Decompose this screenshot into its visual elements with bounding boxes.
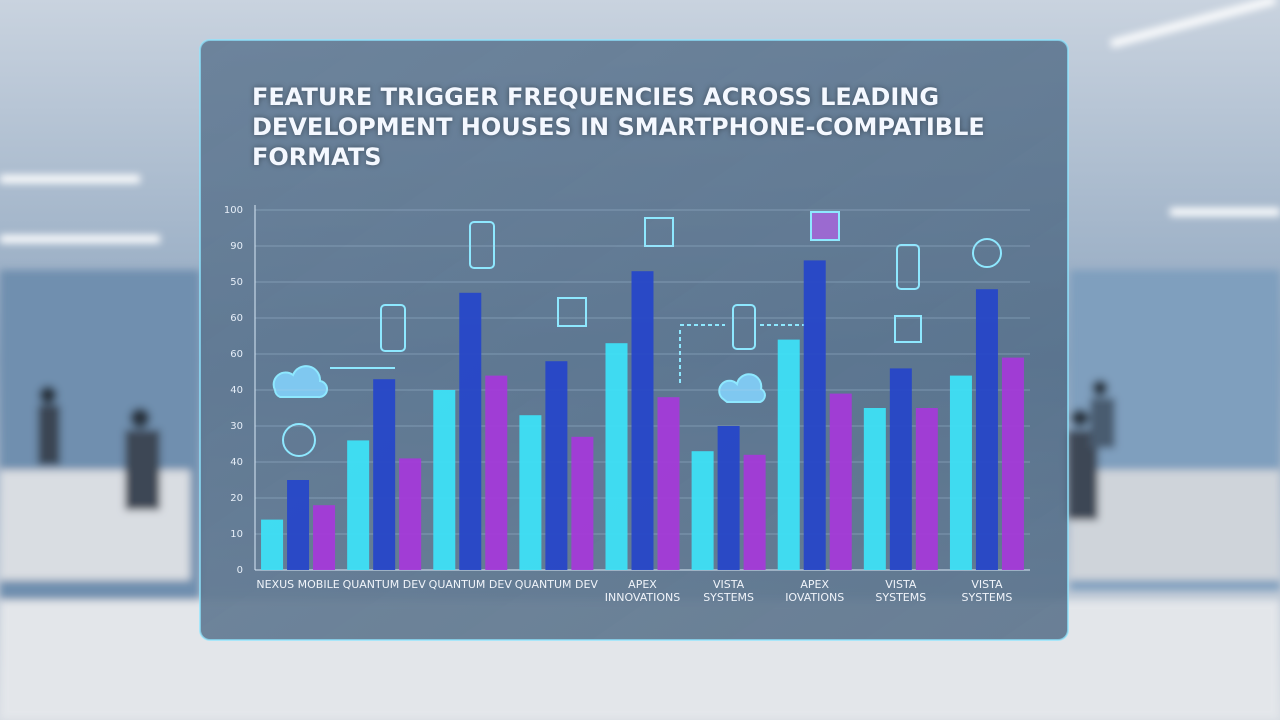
bar: [915, 408, 938, 570]
bar: [691, 451, 714, 570]
decorative-icons: [272, 211, 1002, 457]
bar: [631, 271, 654, 570]
y-tick-label: 60: [230, 349, 243, 360]
bar: [519, 415, 542, 570]
x-tick-label: APEX INNOVATIONS: [604, 578, 681, 604]
x-tick-label: NEXUS MOBILE: [256, 578, 340, 591]
bar: [485, 375, 508, 570]
bar: [717, 426, 740, 570]
x-tick-label: VISTA SYSTEMS: [961, 578, 1013, 604]
y-tick-label: 10: [230, 529, 243, 540]
y-tick-label: 50: [230, 277, 243, 288]
bar: [261, 519, 284, 570]
bar: [373, 379, 396, 570]
bar: [545, 361, 568, 570]
x-tick-label: VISTA SYSTEMS: [703, 578, 755, 604]
y-tick-label: 40: [230, 457, 243, 468]
bar: [863, 408, 886, 570]
bar: [975, 289, 998, 570]
y-tick-label: 40: [230, 385, 243, 396]
bar: [571, 436, 594, 570]
bar: [777, 339, 800, 570]
bar: [829, 393, 852, 570]
bar: [459, 292, 482, 570]
bar: [803, 260, 826, 570]
chart-title: FEATURE TRIGGER FREQUENCIES ACROSS LEADI…: [252, 83, 985, 171]
y-tick-label: 60: [230, 313, 243, 324]
bar: [889, 368, 912, 570]
x-tick-label: QUANTUM DEV: [514, 578, 598, 591]
bar: [949, 375, 972, 570]
y-tick-label: 0: [237, 565, 243, 576]
y-tick-label: 20: [230, 493, 243, 504]
y-tick-label: 90: [230, 241, 243, 252]
bar: [605, 343, 628, 570]
bar: [743, 454, 766, 570]
bar: [287, 480, 310, 570]
bar: [657, 397, 680, 570]
x-tick-label: APEX IOVATIONS: [785, 578, 845, 604]
y-tick-label: 100: [224, 205, 243, 216]
bar: [399, 458, 422, 570]
x-tick-label: QUANTUM DEV: [428, 578, 512, 591]
x-tick-label: VISTA SYSTEMS: [875, 578, 927, 604]
bar: [313, 505, 336, 570]
x-tick-label: QUANTUM DEV: [342, 578, 426, 591]
y-tick-label: 30: [230, 421, 243, 432]
bar: [347, 440, 370, 570]
bar: [433, 390, 456, 570]
bar: [1001, 357, 1024, 570]
